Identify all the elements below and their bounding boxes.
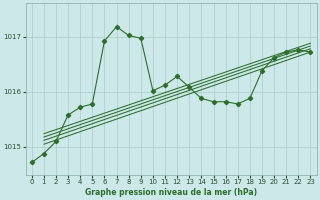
X-axis label: Graphe pression niveau de la mer (hPa): Graphe pression niveau de la mer (hPa) bbox=[85, 188, 257, 197]
